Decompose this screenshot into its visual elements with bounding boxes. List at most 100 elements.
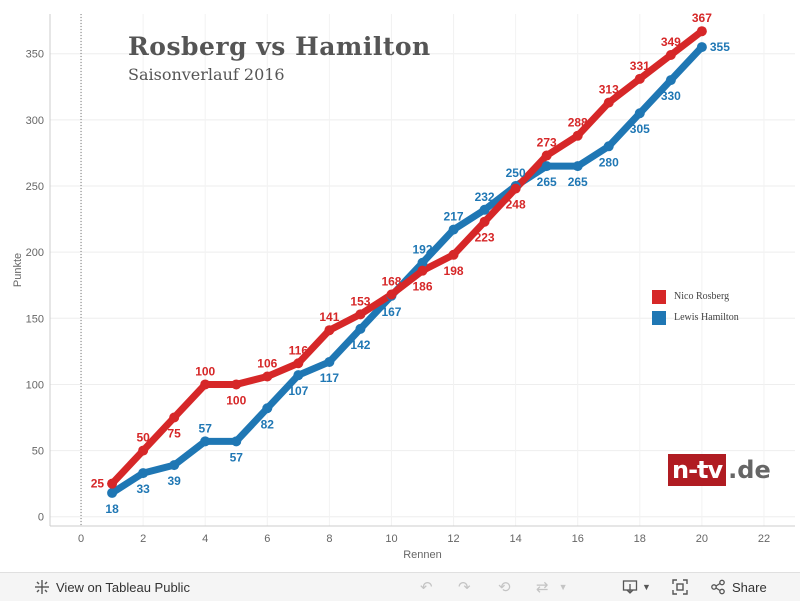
y-tick-label: 350 xyxy=(26,49,44,61)
legend-label-rosberg: Nico Rosberg xyxy=(674,291,730,302)
data-label-hamilton: 265 xyxy=(537,175,557,189)
x-tick-label: 12 xyxy=(447,533,459,545)
data-point-rosberg xyxy=(324,325,335,336)
data-label-rosberg: 141 xyxy=(319,310,339,324)
data-label-hamilton: 305 xyxy=(630,122,650,136)
data-point-rosberg xyxy=(293,358,304,369)
data-point-rosberg xyxy=(479,216,490,227)
x-tick-label: 6 xyxy=(264,533,270,545)
data-label-hamilton: 39 xyxy=(167,474,181,488)
data-point-rosberg xyxy=(107,478,118,489)
data-label-rosberg: 367 xyxy=(692,11,712,25)
undo-icon: ↶ xyxy=(420,579,433,596)
x-tick-label: 4 xyxy=(202,533,208,545)
data-label-hamilton: 250 xyxy=(506,166,526,180)
data-label-rosberg: 198 xyxy=(444,264,464,278)
data-label-rosberg: 25 xyxy=(91,477,105,491)
data-point-rosberg xyxy=(541,150,552,161)
data-point-hamilton xyxy=(417,257,428,268)
data-point-rosberg xyxy=(634,73,645,84)
data-label-hamilton: 192 xyxy=(412,243,432,257)
data-point-rosberg xyxy=(572,130,583,141)
data-point-rosberg xyxy=(200,379,211,390)
data-label-rosberg: 331 xyxy=(630,59,650,73)
download-button[interactable]: ▼ xyxy=(622,573,651,601)
data-label-rosberg: 223 xyxy=(475,231,495,245)
fullscreen-icon xyxy=(672,579,688,595)
data-label-rosberg: 288 xyxy=(568,116,588,130)
legend-item-hamilton[interactable]: Lewis Hamilton xyxy=(652,307,739,328)
data-label-hamilton: 18 xyxy=(105,502,119,516)
data-label-rosberg: 248 xyxy=(506,198,526,212)
chart-subtitle: Saisonverlauf 2016 xyxy=(128,65,285,84)
fullscreen-button[interactable] xyxy=(672,573,688,601)
revert-icon: ⟲ xyxy=(498,579,511,596)
data-label-rosberg: 106 xyxy=(257,357,277,371)
data-label-rosberg: 186 xyxy=(412,280,432,294)
data-label-hamilton: 82 xyxy=(261,417,275,431)
data-point-hamilton xyxy=(696,42,707,53)
series-line-rosberg xyxy=(108,27,706,488)
legend-item-rosberg[interactable]: Nico Rosberg xyxy=(652,286,739,307)
data-label-rosberg: 100 xyxy=(226,393,246,407)
refresh-button[interactable]: ⇄ ▼ xyxy=(536,573,568,601)
y-tick-label: 100 xyxy=(26,379,44,391)
data-point-hamilton xyxy=(200,436,211,447)
data-label-rosberg: 313 xyxy=(599,83,619,97)
data-point-hamilton xyxy=(634,108,645,119)
chart-title: Rosberg vs Hamilton xyxy=(128,32,431,61)
data-point-hamilton xyxy=(169,460,180,471)
data-label-rosberg: 153 xyxy=(350,294,370,308)
x-tick-label: 20 xyxy=(696,533,708,545)
redo-button[interactable]: ↷ xyxy=(458,573,471,601)
data-point-hamilton xyxy=(293,370,304,381)
tableau-logo-icon xyxy=(35,580,49,594)
legend-swatch-hamilton xyxy=(652,310,666,325)
y-tick-label: 300 xyxy=(26,115,44,127)
revert-button[interactable]: ⟲ xyxy=(498,573,511,601)
data-point-rosberg xyxy=(417,265,428,276)
data-point-rosberg xyxy=(386,289,397,300)
data-point-hamilton xyxy=(107,487,118,498)
data-point-hamilton xyxy=(572,161,583,172)
data-label-hamilton: 57 xyxy=(199,421,213,435)
data-point-rosberg xyxy=(510,183,521,194)
y-axis-title: Punkte xyxy=(12,253,24,287)
data-label-rosberg: 75 xyxy=(167,427,181,441)
data-point-rosberg xyxy=(603,97,614,108)
legend: Nico Rosberg Lewis Hamilton xyxy=(652,286,739,328)
data-label-hamilton: 330 xyxy=(661,89,681,103)
data-label-rosberg: 116 xyxy=(289,343,309,357)
data-point-hamilton xyxy=(355,323,366,334)
data-label-rosberg: 100 xyxy=(195,364,215,378)
legend-swatch-rosberg xyxy=(652,289,666,304)
data-label-rosberg: 168 xyxy=(381,274,401,288)
x-tick-label: 10 xyxy=(385,533,397,545)
x-tick-label: 0 xyxy=(78,533,84,545)
data-point-hamilton xyxy=(541,161,552,172)
x-tick-label: 16 xyxy=(572,533,584,545)
data-label-hamilton: 265 xyxy=(568,175,588,189)
data-label-rosberg: 273 xyxy=(537,136,557,150)
data-point-rosberg xyxy=(169,412,180,423)
logo-suffix: .de xyxy=(728,456,771,484)
view-on-tableau-button[interactable]: View on Tableau Public xyxy=(34,573,190,601)
chevron-down-icon: ▼ xyxy=(642,582,651,592)
data-label-hamilton: 167 xyxy=(381,305,401,319)
logo-box: n-tv xyxy=(668,454,727,486)
download-icon xyxy=(622,580,638,594)
data-point-hamilton xyxy=(262,403,273,414)
share-icon xyxy=(711,579,725,595)
refresh-icon: ⇄ xyxy=(536,579,549,596)
legend-label-hamilton: Lewis Hamilton xyxy=(674,312,739,323)
share-label: Share xyxy=(732,579,767,595)
share-button[interactable]: Share xyxy=(710,573,767,601)
data-label-hamilton: 33 xyxy=(136,482,150,496)
x-tick-label: 14 xyxy=(510,533,522,545)
data-label-rosberg: 50 xyxy=(136,431,150,445)
data-label-hamilton: 217 xyxy=(444,210,464,224)
data-point-rosberg xyxy=(696,26,707,37)
undo-button[interactable]: ↶ xyxy=(420,573,433,601)
data-point-rosberg xyxy=(355,309,366,320)
data-point-hamilton xyxy=(138,468,149,479)
